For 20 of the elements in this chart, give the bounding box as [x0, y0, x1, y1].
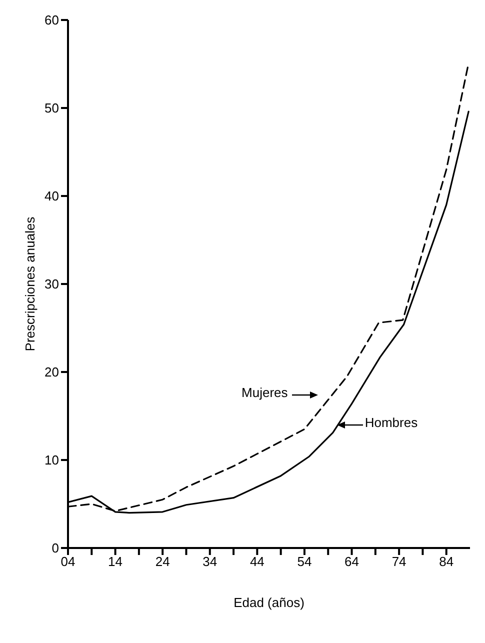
x-axis-title: Edad (años) [234, 595, 304, 610]
legend-label: Hombres [364, 414, 418, 430]
x-tick-label: 54 [297, 554, 312, 570]
y-axis-title: Prescripciones anuales [22, 216, 38, 352]
y-tick-label: 60 [44, 12, 59, 28]
y-tick-label: 40 [44, 188, 59, 204]
y-tick-label: 30 [44, 276, 59, 292]
y-tick-label: 0 [52, 540, 59, 556]
y-tick-label: 50 [44, 100, 59, 116]
x-tick-label: 04 [60, 554, 76, 570]
x-tick-label: 34 [202, 554, 218, 570]
x-tick-label: 84 [439, 554, 454, 570]
x-tick-label: 14 [108, 554, 123, 570]
x-tick-label: 44 [250, 554, 264, 570]
y-tick-label: 20 [44, 364, 59, 380]
x-tick-label: 74 [392, 554, 406, 570]
text: Mujeres [242, 384, 288, 400]
x-tick-label: 24 [155, 554, 170, 570]
x-tick-label: 64 [344, 554, 359, 570]
y-tick-label: 10 [44, 452, 59, 468]
